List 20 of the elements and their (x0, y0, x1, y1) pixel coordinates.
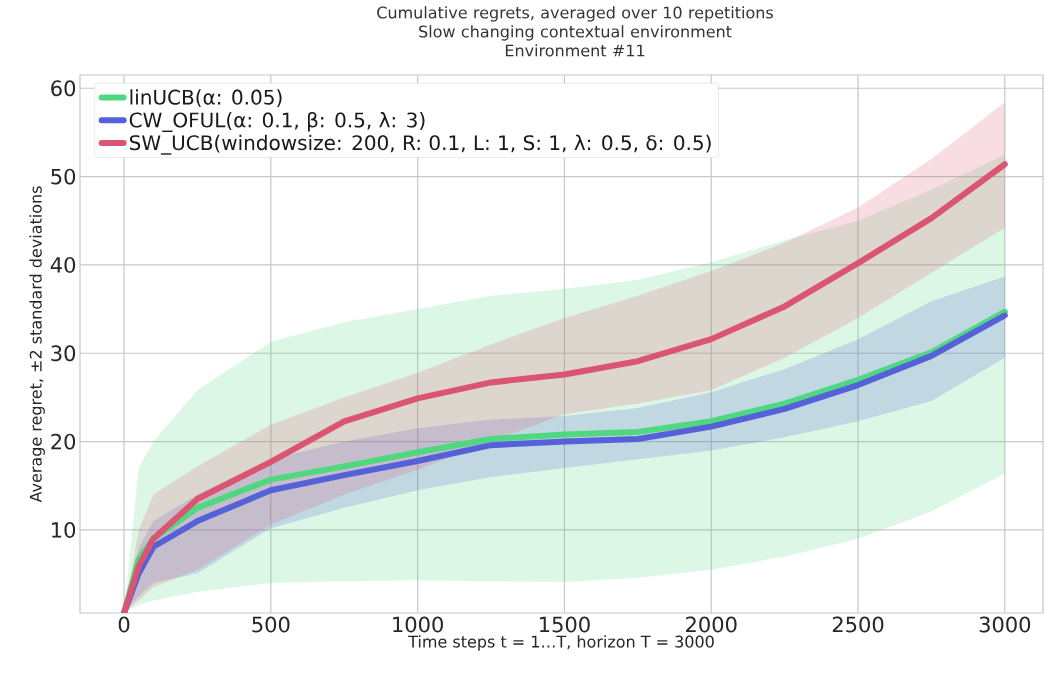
legend-label: linUCB(α: 0.05) (130, 89, 282, 108)
x-tick-label: 0 (118, 616, 130, 633)
x-tick-label: 500 (252, 616, 290, 633)
y-tick-label: 40 (50, 256, 76, 273)
y-axis-title: Average regret, ±2 standard deviations (29, 186, 45, 503)
x-tick-label: 1000 (393, 616, 443, 633)
y-tick-label: 50 (51, 168, 76, 185)
x-tick-label: 2000 (686, 616, 737, 633)
y-tick-label: 10 (52, 522, 76, 538)
chart-subtitle: Slow changing contextual environment Environment #11 (419, 25, 732, 57)
x-axis-title: Time steps t = 1…T, horizon T = 3000 (408, 635, 714, 651)
x-tick-label: 2500 (832, 616, 884, 633)
x-tick-label: 3000 (979, 616, 1031, 633)
y-tick-label: 20 (51, 433, 76, 450)
y-tick-label: 60 (51, 80, 76, 97)
legend-label: CW_OFUL(α: 0.1, β: 0.5, λ: 3) (129, 111, 425, 132)
y-tick-label: 30 (51, 345, 76, 362)
legend-label: SW_UCB(windowsize: 200, R: 0.1, L: 1, S: 1, λ: 0.5, δ: 0.5) (129, 134, 711, 155)
x-tick-label: 1500 (540, 616, 590, 633)
chart-title: Cumulative regrets, averaged over 10 repetitions (377, 6, 773, 22)
